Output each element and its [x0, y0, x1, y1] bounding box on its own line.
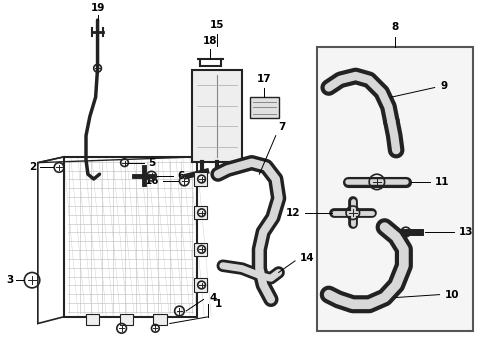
Text: 15: 15 [210, 20, 224, 30]
Bar [194, 206, 207, 220]
Text: 17: 17 [257, 74, 271, 84]
Bar [250, 97, 279, 118]
Text: 8: 8 [392, 22, 399, 32]
Text: 2: 2 [29, 162, 36, 172]
Text: 10: 10 [444, 289, 459, 300]
Text: 4: 4 [209, 293, 217, 302]
Bar [194, 243, 207, 256]
Bar [192, 70, 242, 162]
Text: 7: 7 [279, 122, 286, 132]
Bar [153, 314, 167, 325]
Text: 14: 14 [300, 253, 315, 263]
Text: 13: 13 [459, 227, 473, 237]
Bar [194, 278, 207, 292]
Text: 6: 6 [177, 171, 185, 181]
Text: 9: 9 [441, 81, 447, 91]
Text: 11: 11 [435, 177, 449, 187]
Text: 1: 1 [215, 299, 222, 309]
Text: 19: 19 [90, 3, 105, 13]
Text: 18: 18 [203, 36, 218, 46]
Text: 5: 5 [148, 158, 156, 168]
Text: 3: 3 [6, 275, 14, 285]
Bar [194, 172, 207, 186]
Text: 12: 12 [285, 208, 300, 218]
Bar [317, 47, 473, 331]
Text: 16: 16 [145, 176, 159, 186]
Bar [86, 314, 99, 325]
Bar [120, 314, 133, 325]
